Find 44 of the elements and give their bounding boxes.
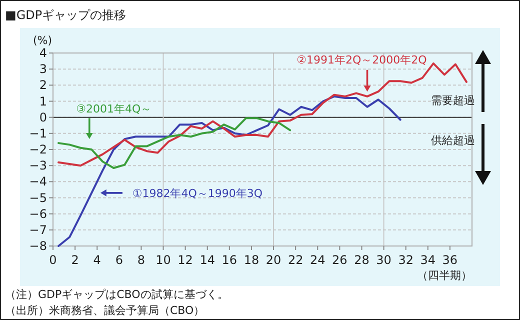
- x-tick-label: 18: [244, 253, 260, 267]
- chart-title: ■GDPギャップの推移: [5, 8, 126, 22]
- x-tick-label: 22: [288, 253, 304, 267]
- x-tick-label: 34: [420, 253, 436, 267]
- y-tick-label: −2: [29, 142, 47, 156]
- legend-label: ①1982年4Q～1990年3Q: [132, 186, 263, 200]
- text: （出所）米商務省、議会予算局（CBO）: [5, 304, 205, 317]
- line-series: [58, 95, 402, 247]
- series-label: ②1991年2Q～2000年2Q: [296, 53, 428, 66]
- y-tick-label: −8: [29, 239, 47, 253]
- x-tick-label: 8: [137, 253, 146, 267]
- x-tick-label: 12: [178, 253, 193, 267]
- line-series: [58, 117, 292, 169]
- y-tick-label: −6: [29, 206, 47, 221]
- y-tick-label: 1: [39, 94, 47, 108]
- text: （注）GDPギャップはCBOの試算に基づく。: [5, 288, 228, 301]
- x-tick-label: 0: [49, 253, 57, 267]
- annotation: 供給超過: [431, 134, 475, 147]
- y-tick-label: 4: [39, 46, 47, 60]
- x-tick-label: 20: [266, 253, 282, 267]
- x-tick-label: 24: [310, 253, 326, 267]
- y-tick-label: 0: [39, 110, 47, 124]
- y-tick-label: 3: [39, 62, 47, 76]
- x-tick-label: 16: [222, 253, 238, 267]
- y-tick-label: −1: [29, 126, 47, 140]
- y-tick-label: −5: [29, 190, 47, 205]
- y-axis-title: (%): [33, 34, 52, 47]
- x-axis-title: （四半期）: [417, 269, 472, 282]
- x-tick-label: 28: [354, 253, 370, 267]
- x-tick-label: 30: [376, 253, 392, 267]
- y-tick-label: −4: [29, 174, 47, 189]
- x-tick-label: 14: [200, 253, 216, 267]
- y-tick-label: −7: [29, 222, 47, 237]
- x-tick-label: 10: [156, 253, 171, 267]
- annotation: 需要超過: [431, 94, 475, 107]
- x-tick-label: 26: [332, 253, 348, 267]
- x-tick-label: 4: [93, 253, 101, 267]
- text: ③2001年4Q～: [76, 102, 152, 116]
- x-tick-label: 36: [442, 253, 458, 267]
- y-tick-label: −3: [29, 158, 47, 173]
- y-tick-label: 2: [39, 78, 47, 92]
- x-tick-label: 6: [115, 253, 123, 267]
- x-tick-label: 2: [71, 253, 79, 267]
- x-tick-label: 32: [398, 253, 414, 267]
